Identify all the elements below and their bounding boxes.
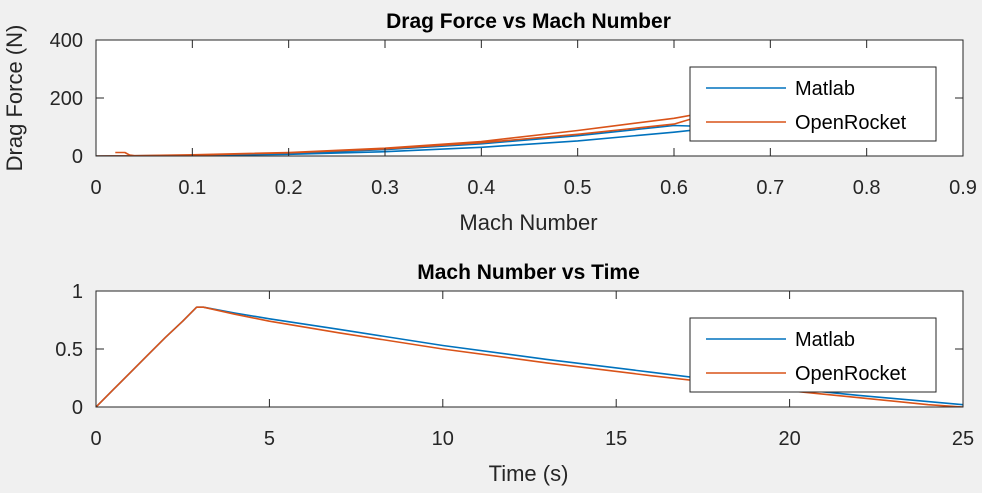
chart-title: Drag Force vs Mach Number bbox=[386, 10, 671, 33]
legend-label-matlab: Matlab bbox=[795, 329, 855, 351]
x-tick-label: 0.6 bbox=[660, 177, 688, 199]
x-tick-label: 15 bbox=[605, 428, 627, 450]
y-tick-label: 1 bbox=[72, 281, 83, 303]
x-tick-label: 0.2 bbox=[275, 177, 303, 199]
x-tick-label: 0.7 bbox=[756, 177, 784, 199]
legend: Matlab OpenRocket bbox=[689, 317, 937, 393]
x-tick-label: 5 bbox=[264, 428, 275, 450]
y-axis-label: Drag Force (N) bbox=[2, 25, 27, 172]
x-tick-label: 0.8 bbox=[853, 177, 881, 199]
y-tick-label: 0 bbox=[72, 146, 83, 168]
legend-label-openrocket: OpenRocket bbox=[795, 363, 907, 385]
x-tick-label: 20 bbox=[778, 428, 800, 450]
x-tick-label: 0.3 bbox=[371, 177, 399, 199]
y-tick-label: 0.5 bbox=[55, 339, 83, 361]
legend-label-matlab: Matlab bbox=[795, 78, 855, 100]
y-tick-label: 200 bbox=[50, 88, 83, 110]
x-tick-label: 0.1 bbox=[178, 177, 206, 199]
legend-box bbox=[689, 317, 937, 393]
chart-title: Mach Number vs Time bbox=[417, 261, 640, 284]
x-tick-label: 0 bbox=[90, 428, 101, 450]
legend-label-openrocket: OpenRocket bbox=[795, 112, 907, 134]
y-tick-label: 400 bbox=[50, 30, 83, 52]
x-tick-label: 0 bbox=[90, 177, 101, 199]
y-tick-label: 0 bbox=[72, 397, 83, 419]
x-tick-label: 0.9 bbox=[949, 177, 977, 199]
legend: Matlab OpenRocket bbox=[689, 66, 937, 142]
legend-box bbox=[689, 66, 937, 142]
x-tick-label: 0.5 bbox=[564, 177, 592, 199]
chart-1: 0 0.1 0.2 0.3 0.4 0.5 0.6 0.7 0.8 0.9 0 200 400 Drag … bbox=[2, 10, 977, 235]
x-tick-label: 25 bbox=[952, 428, 974, 450]
x-axis-label: Mach Number bbox=[459, 210, 597, 235]
x-tick-label: 0.4 bbox=[467, 177, 495, 199]
chart-2: 0 5 10 15 20 25 0 0.5 1 Mach Number vs Time Time (… bbox=[55, 261, 974, 486]
x-tick-label: 10 bbox=[432, 428, 454, 450]
x-axis-label: Time (s) bbox=[489, 461, 569, 486]
